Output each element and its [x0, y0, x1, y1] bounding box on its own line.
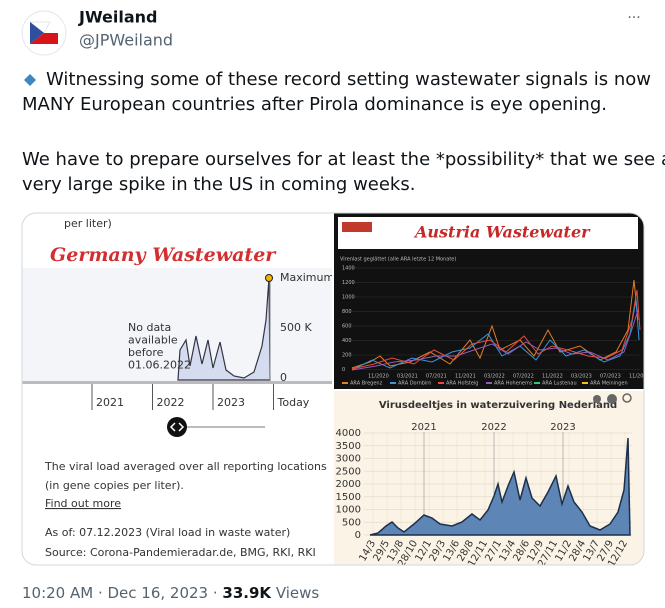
x-tick-label: 03/2021 [397, 374, 418, 380]
slider-icon [169, 422, 185, 432]
y-tick-label: 0 [355, 530, 361, 541]
media-border [21, 212, 645, 566]
y-tick-label: 600 [342, 324, 352, 330]
y-tick-label: 1000 [336, 505, 361, 516]
germany-title: Germany Wastewater [50, 244, 277, 266]
legend-swatch [486, 382, 492, 384]
austria-line [351, 289, 641, 370]
diamond-emoji [24, 74, 36, 86]
display-name[interactable]: JWeiland [78, 8, 158, 27]
time: 10:20 AM · Dec 16, 2023 · [22, 584, 222, 602]
year-label: 2021 [96, 396, 124, 409]
austria-header [338, 217, 638, 249]
find-out-more[interactable]: Find out more [45, 497, 121, 510]
y-tick-label: 1400 [342, 266, 355, 272]
nl-icons[interactable] [593, 393, 632, 404]
max-label: Maximum [280, 271, 334, 284]
legend-label: ARA Bregenz [350, 381, 383, 387]
tweet-line: MANY European countries after Pirola dom… [22, 94, 607, 115]
year-label: 2023 [217, 396, 245, 409]
legend-label: ARA Meiningen [590, 381, 628, 387]
tweet-line: Witnessing some of these record setting … [46, 69, 651, 90]
y-tick-label: 4000 [336, 428, 361, 439]
y-tick-label: 500 [342, 517, 361, 528]
timestamp[interactable]: 10:20 AM · Dec 16, 2023 · 33.9K Views [22, 584, 319, 602]
x-tick-label: 03/2023 [571, 374, 592, 380]
y-tick-label: 3000 [336, 454, 361, 465]
more-button[interactable]: ··· [627, 10, 640, 26]
y-tick-label: 0 [342, 367, 345, 373]
nl-title: Virusdeeltjes in waterzuivering Nederlan… [379, 400, 617, 411]
y-label: 500 K [280, 321, 312, 334]
legend-swatch [342, 382, 348, 384]
austria-line [351, 309, 639, 371]
y-tick-label: 3500 [336, 441, 361, 452]
y-label: 0 [280, 371, 287, 384]
x-tick-label: 07/2023 [600, 374, 621, 380]
year-label: 2022 [481, 422, 506, 433]
avatar[interactable] [21, 10, 67, 56]
austria-title: Austria Wastewater [413, 223, 591, 242]
legend-swatch [582, 382, 588, 384]
year-label: 2021 [411, 422, 436, 433]
x-tick-label: 07/2021 [426, 374, 447, 380]
x-tick-label: 07/2022 [513, 374, 534, 380]
no-data-note: before [128, 346, 164, 359]
y-tick-label: 1200 [342, 280, 355, 286]
source: Source: Corona-Pandemieradar.de, BMG, RK… [45, 546, 316, 559]
divider [332, 213, 334, 565]
germany-curve [177, 277, 271, 381]
description: The viral load averaged over all reporti… [44, 460, 327, 473]
nl-area [369, 437, 631, 536]
y-tick-label: 2000 [336, 479, 361, 490]
x-tick-label: 11/2022 [542, 374, 563, 380]
x-tick-label: 11/2021 [455, 374, 476, 380]
legend-label: ARA Lustenau [542, 381, 577, 387]
legend-swatch [438, 382, 444, 384]
legend-label: ARA Dornbirn [398, 381, 431, 387]
x-tick-label: 11/2023 [629, 374, 650, 380]
y-tick-label: 200 [342, 353, 352, 359]
y-tick-label: 2500 [336, 466, 361, 477]
views-count: 33.9K [222, 584, 272, 602]
no-data-note: 01.06.2022 [128, 359, 191, 372]
tweet-line: very large spike in the US in coming wee… [22, 174, 415, 195]
chart-bg [22, 268, 332, 382]
no-data-note: available [128, 334, 178, 347]
legend-label: ARA Hohenems [494, 381, 533, 387]
legend-swatch [534, 382, 540, 384]
divider [334, 389, 644, 391]
year-label: 2022 [157, 396, 185, 409]
logo [342, 222, 372, 232]
media-grid[interactable]: per liter) Germany Wastewater Maximum 50… [22, 213, 650, 569]
axis-bar [22, 381, 332, 384]
unit-fragment: per liter) [64, 217, 112, 230]
handle[interactable]: @JPWeiland [79, 31, 173, 50]
y-tick-label: 1000 [342, 295, 355, 301]
views-label: Views [271, 584, 319, 602]
netherlands-panel [334, 391, 644, 565]
x-tick-label: 11/2020 [368, 374, 389, 380]
austria-subtitle: Virenlast geglättet (alle ARA letzte 12 … [340, 257, 456, 263]
description: (in gene copies per liter). [45, 479, 184, 492]
as-of: As of: 07.12.2023 (Viral load in waste w… [45, 526, 290, 539]
y-tick-label: 800 [342, 309, 352, 315]
year-label: Today [277, 396, 310, 409]
tweet-line: We have to prepare ourselves for at leas… [22, 149, 665, 170]
legend-label: ARA Hofsteig [446, 381, 479, 387]
year-label: 2023 [550, 422, 575, 433]
max-dot [265, 274, 273, 282]
y-tick-label: 1500 [336, 492, 361, 503]
y-tick-label: 400 [342, 338, 352, 344]
legend-swatch [390, 382, 396, 384]
x-tick-label: 03/2022 [484, 374, 505, 380]
slider-handle[interactable] [167, 417, 187, 437]
no-data-note: No data [128, 321, 171, 334]
